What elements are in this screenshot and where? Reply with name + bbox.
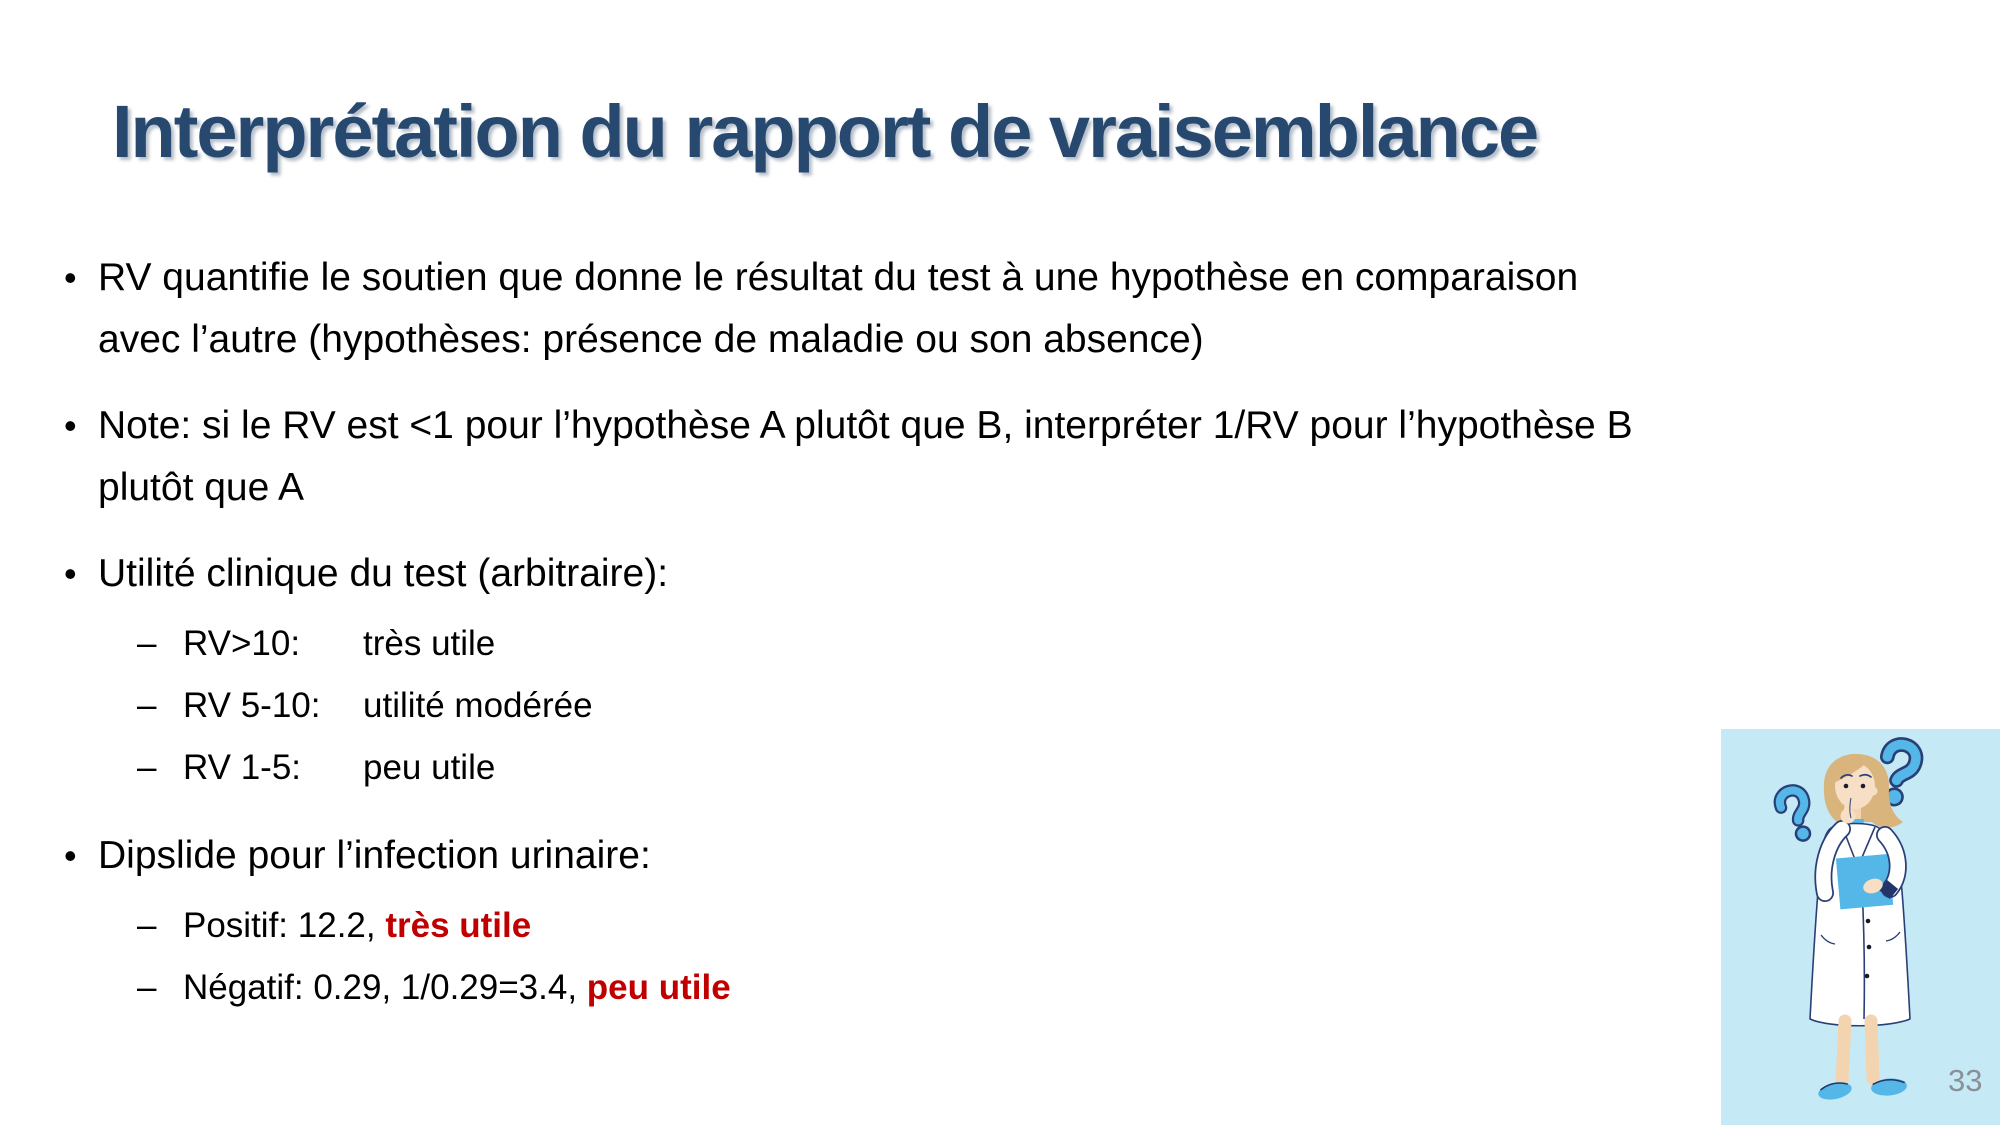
tab-label: RV 5-10: bbox=[183, 686, 321, 725]
sub-bullet-item: Positif: 12.2, très utile bbox=[62, 895, 1962, 957]
bullet-item: Note: si le RV est <1 pour l’hypothèse A… bbox=[62, 395, 1962, 519]
doctor-illustration-svg bbox=[1773, 737, 1924, 1100]
slide-body: RV quantifie le soutien que donne le rés… bbox=[62, 247, 1962, 1019]
sub-bullet-item: RV>10: très utile bbox=[62, 613, 1962, 675]
bullet-text: utilité modérée bbox=[363, 686, 593, 725]
tab-label: RV 1-5: bbox=[183, 748, 302, 787]
doctor-figure bbox=[1809, 753, 1911, 1100]
bullet-text: Utilité clinique du test (arbitraire): bbox=[98, 552, 669, 595]
bullet-text: RV quantifie le soutien que donne le rés… bbox=[98, 256, 1579, 361]
bullet-item: Dipslide pour l’infection urinaire: bbox=[62, 825, 1962, 887]
tab-label: RV>10: bbox=[183, 624, 301, 663]
question-mark-icon bbox=[1773, 784, 1812, 842]
sub-bullet-item: Négatif: 0.29, 1/0.29=3.4, peu utile bbox=[62, 957, 1962, 1019]
bullet-text: Positif: 12.2, bbox=[183, 906, 386, 945]
slide-title: Interprétation du rapport de vraisemblan… bbox=[112, 90, 1539, 173]
bullet-text: très utile bbox=[363, 624, 496, 663]
bullet-text: Note: si le RV est <1 pour l’hypothèse A… bbox=[98, 404, 1633, 509]
sub-bullet-item: RV 1-5: peu utile bbox=[62, 737, 1962, 799]
emphasis-text: peu utile bbox=[586, 968, 731, 1007]
bullet-text: Dipslide pour l’infection urinaire: bbox=[98, 834, 651, 877]
page-number: 33 bbox=[1948, 1063, 1983, 1098]
bullet-text: peu utile bbox=[363, 748, 496, 787]
sub-bullet-item: RV 5-10: utilité modérée bbox=[62, 675, 1962, 737]
bullet-item: Utilité clinique du test (arbitraire): bbox=[62, 543, 1962, 605]
thinking-doctor-illustration bbox=[1721, 729, 2000, 1125]
bullet-text: Négatif: 0.29, 1/0.29=3.4, bbox=[183, 968, 587, 1007]
emphasis-text: très utile bbox=[385, 906, 532, 945]
bullet-item: RV quantifie le soutien que donne le rés… bbox=[62, 247, 1962, 371]
bullet-list: RV quantifie le soutien que donne le rés… bbox=[62, 247, 1962, 1019]
question-mark-icon bbox=[1879, 737, 1924, 807]
